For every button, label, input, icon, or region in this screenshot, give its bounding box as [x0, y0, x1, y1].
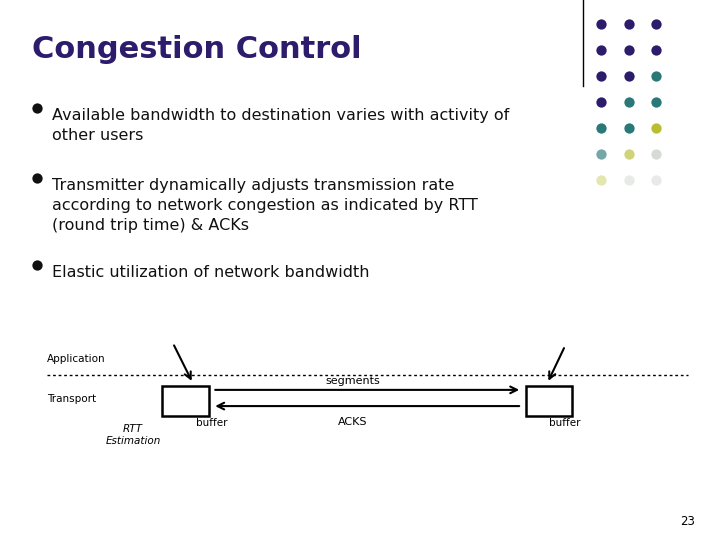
- Point: [650, 20, 662, 29]
- Text: Congestion Control: Congestion Control: [32, 35, 362, 64]
- Point: [650, 72, 662, 80]
- Text: Transmitter dynamically adjusts transmission rate
according to network congestio: Transmitter dynamically adjusts transmis…: [52, 178, 477, 233]
- Text: buffer: buffer: [196, 418, 228, 429]
- Text: Available bandwidth to destination varies with activity of
other users: Available bandwidth to destination varie…: [52, 108, 509, 143]
- Bar: [162, 386, 209, 416]
- Text: 23: 23: [680, 515, 695, 528]
- Point: [623, 176, 634, 184]
- Text: Elastic utilization of network bandwidth: Elastic utilization of network bandwidth: [52, 265, 369, 280]
- Point: [595, 176, 607, 184]
- Point: [595, 20, 607, 29]
- Bar: [526, 386, 572, 416]
- Point: [623, 150, 634, 158]
- Point: [595, 150, 607, 158]
- Point: [650, 98, 662, 106]
- Text: ACKS: ACKS: [338, 417, 367, 427]
- Point: [623, 124, 634, 132]
- Point: [623, 20, 634, 29]
- Text: Transport: Transport: [47, 394, 96, 404]
- Point: [595, 46, 607, 55]
- Point: [32, 174, 43, 183]
- Point: [595, 98, 607, 106]
- Point: [595, 124, 607, 132]
- Point: [623, 46, 634, 55]
- Text: Application: Application: [47, 354, 105, 364]
- Point: [595, 72, 607, 80]
- Text: RTT
Estimation: RTT Estimation: [106, 424, 161, 446]
- Point: [650, 150, 662, 158]
- Point: [650, 176, 662, 184]
- Point: [623, 98, 634, 106]
- Text: segments: segments: [325, 376, 380, 386]
- Point: [32, 260, 43, 269]
- Point: [623, 72, 634, 80]
- Text: buffer: buffer: [549, 418, 580, 429]
- Point: [32, 104, 43, 112]
- Point: [650, 124, 662, 132]
- Point: [650, 46, 662, 55]
